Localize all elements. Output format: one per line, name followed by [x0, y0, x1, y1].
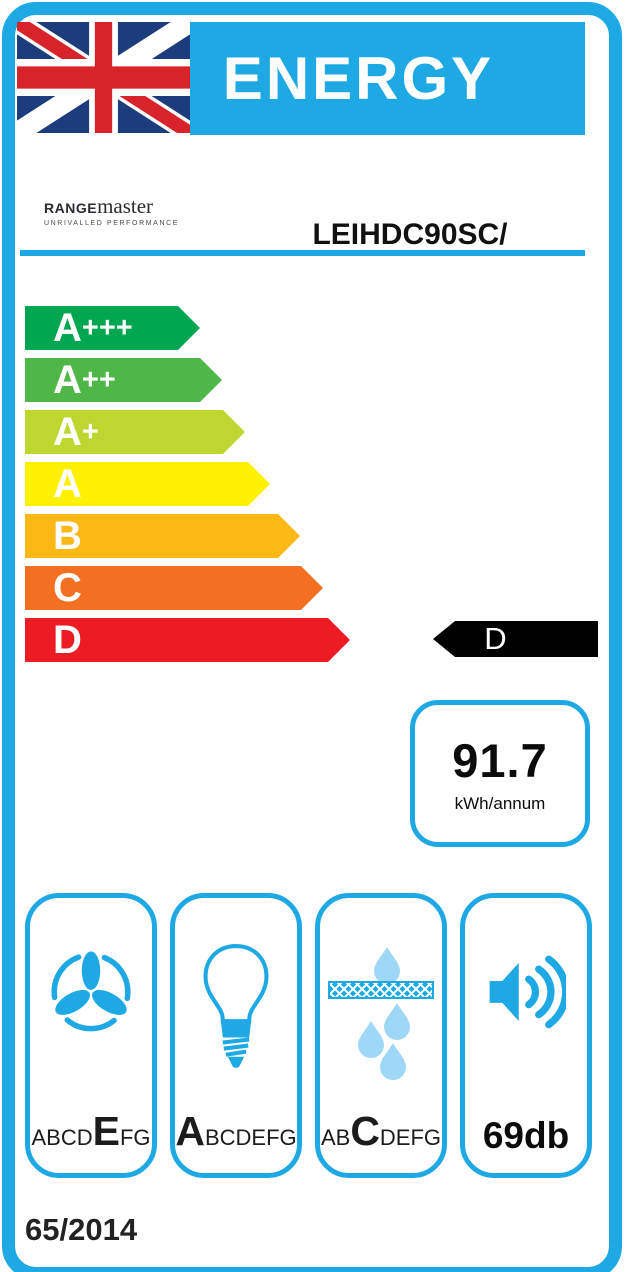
uk-flag-icon	[17, 22, 190, 133]
scale-bar-d: D	[25, 618, 350, 662]
regulation-number: 65/2014	[25, 1212, 138, 1247]
uk-flag	[17, 22, 190, 133]
header-divider	[20, 250, 585, 256]
scale-bar-a: A	[25, 462, 270, 506]
brand-logo: RANGEmaster UNRIVALLED PERFORMANCE	[44, 194, 179, 227]
model-number: LEIHDC90SC/	[312, 218, 508, 251]
scale-bar-b: B	[25, 514, 300, 558]
rating-pointer: D	[433, 621, 598, 657]
noise-rating: 69db	[482, 1115, 570, 1156]
scale-bar-c: C	[25, 566, 323, 610]
speaker-icon	[489, 955, 566, 1029]
energy-banner: ENERGY	[190, 22, 585, 135]
scale-bar-a2: A ++	[25, 358, 222, 402]
lighting-rating: ABCDEFG	[175, 1108, 297, 1154]
grease-filter-box: ABCDEFG	[315, 893, 447, 1178]
bulb-icon	[203, 944, 269, 1068]
fluid-dynamic-box: ABCDEFG	[25, 893, 157, 1178]
consumption-box: 91.7 kWh/annum	[410, 700, 590, 847]
scale-bar-a1: A +	[25, 410, 245, 454]
energy-title: ENERGY	[222, 45, 495, 112]
brand-tagline: UNRIVALLED PERFORMANCE	[44, 220, 180, 227]
fan-icon	[51, 951, 131, 1032]
fluid-dynamic-rating: ABCDEFG	[31, 1108, 151, 1154]
brand-name: RANGEmaster	[44, 194, 154, 218]
lighting-box: ABCDEFG	[170, 893, 302, 1178]
consumption-value: 91.7	[452, 734, 548, 787]
efficiency-scale: A +++ A ++ A + A B C D	[25, 306, 350, 670]
filter-icon	[328, 947, 434, 1080]
consumption-unit: kWh/annum	[454, 794, 546, 813]
noise-box: 69db	[460, 893, 592, 1178]
rating-letter: D	[484, 621, 507, 656]
grease-filter-rating: ABCDEFG	[320, 1108, 442, 1154]
scale-bar-a3: A +++	[25, 306, 200, 350]
